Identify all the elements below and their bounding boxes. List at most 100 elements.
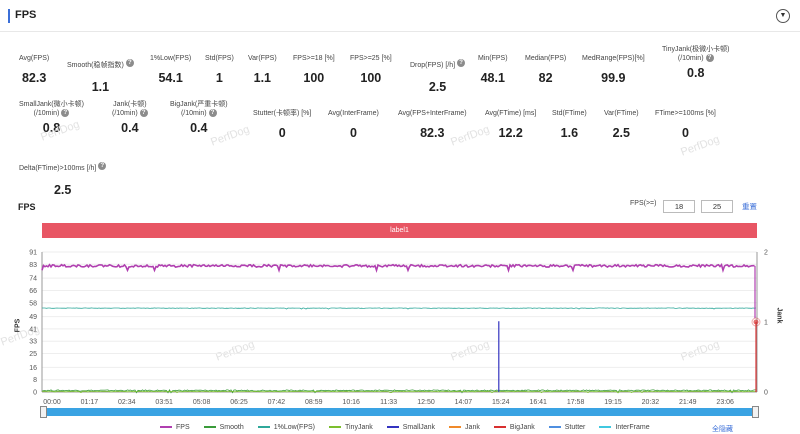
metric-10: MedRange(FPS)[%] 99.9 [582,54,645,85]
x-tick-label: 10:16 [342,399,360,406]
metric-value: 0.8 [42,121,61,135]
y2-tick-label: 1 [764,320,768,327]
hide-all-button[interactable]: 全隐藏 [712,426,733,433]
help-icon[interactable]: ? [98,161,107,170]
x-tick-label: 11:33 [380,399,397,406]
legend-swatch [449,426,462,429]
metric-5: FPS>=18 [%] 100 [293,54,335,85]
metric-2: 1%Low(FPS) 54.1 [150,54,191,85]
legend-label: InterFrame [615,424,650,431]
fps-filter-max-input[interactable]: 25 [701,200,733,213]
legend-swatch [386,426,399,429]
metric-label: TinyJank(极微小卡顿) [662,46,730,53]
y-tick-label: 0 [33,390,37,397]
metric-label: Smooth(稳帧指数) [67,62,124,69]
x-tick-label: 03:51 [155,399,173,406]
metric-1: Jank(卡顿) (/10min)? 0.4 [112,100,148,135]
legend-label: 1%Low(FPS) [273,424,315,431]
reset-button[interactable]: 重置 [742,202,757,211]
help-icon[interactable]: ? [705,54,714,63]
x-tick-label: 19:15 [604,399,622,406]
series-smooth-line [41,389,756,394]
legend-item[interactable]: TinyJank [328,424,373,431]
metric-label: Drop(FPS) [/h] [410,62,456,69]
metric-value: 0 [278,126,286,140]
help-icon[interactable]: ? [457,58,466,67]
metric-label: FPS>=18 [%] [293,55,335,62]
y-tick-label: 83 [29,262,37,269]
metric-11: TinyJank(极微小卡顿) (/10min)? 0.8 [662,45,729,80]
fps-chart[interactable]: 0 8 16 25 33 41 49 58 66 74 83 91 0 1 2 00:00 01:17 02:34… [0,240,800,408]
legend-item[interactable]: Smooth [203,424,244,431]
slider-right-handle[interactable] [752,406,759,418]
x-tick-label: 01:17 [81,399,99,406]
label-band[interactable]: label1 [42,223,757,238]
metric-label: Median(FPS) [525,55,567,62]
legend-swatch [160,426,172,429]
series-tinyjank-line [41,390,757,394]
help-icon[interactable]: ? [125,58,134,67]
legend-item[interactable]: BigJank [493,424,535,431]
y2-tick-label: 0 [764,390,768,397]
metric-value: 82.3 [420,126,445,140]
metric-label: Avg(FPS+InterFrame) [398,110,467,117]
legend-label: SmallJank [402,424,436,431]
metric-7: Drop(FPS) [/h]? 2.5 [410,54,466,94]
metric-label: Avg(FPS) [19,55,50,62]
legend-item[interactable]: Stutter [548,424,585,431]
metric-0: Avg(FPS) 82.3 [19,54,49,85]
metric-label: FPS>=25 [%] [350,55,392,62]
metric-label: Std(FTime) [552,110,587,117]
legend-label: FPS [176,424,190,431]
y-tick-label: 91 [29,250,37,257]
metric-value: 2.5 [612,126,630,140]
help-icon[interactable]: ? [61,109,70,118]
help-icon[interactable]: ? [208,109,217,118]
legend-label: BigJank [509,424,535,431]
metric-label: Var(FTime) [604,110,639,117]
legend-item[interactable]: FPS [160,424,190,431]
metric-1: Smooth(稳帧指数)? 1.1 [67,54,134,94]
metric-label: SmallJank(微小卡顿) [19,101,84,108]
x-tick-label: 08:59 [305,399,323,406]
metric-label-sub: (/10min) [180,110,207,117]
metric-7: Std(FTime) 1.6 [552,109,587,140]
help-icon[interactable]: ? [139,109,148,118]
section-header: FPS ▼ [0,0,800,32]
legend-item[interactable]: InterFrame [599,424,650,431]
chevron-down-icon[interactable]: ▼ [776,9,790,23]
legend-swatch [599,426,612,429]
legend-swatch [328,426,341,429]
legend-label: TinyJank [344,424,373,431]
y-tick-label: 74 [29,276,37,283]
metric-value: 2.5 [428,80,447,94]
y-tick-label: 25 [29,351,37,358]
metric-label: MedRange(FPS)[%] [582,55,645,62]
legend-swatch [548,426,561,429]
x-tick-label: 14:07 [455,399,473,406]
metric-label: Stutter(卡顿率) [%] [253,110,312,117]
legend-item[interactable]: SmallJank [386,424,436,431]
slider-left-handle[interactable] [40,406,47,418]
metric-label: Delta(FTime)>100ms [/h] [19,165,97,172]
metric-8: Min(FPS) 48.1 [478,54,508,85]
metric-label: Jank(卡顿) [113,101,147,108]
fps-filter-min-input[interactable]: 18 [663,200,695,213]
x-tick-label: 21:49 [679,399,697,406]
x-tick-label: 00:00 [43,399,61,406]
legend-item[interactable]: Jank [449,424,480,431]
y-tick-label: 58 [29,300,37,307]
metric-3: Stutter(卡顿率) [%] 0 [253,109,311,140]
metric-value: 0.8 [687,66,705,80]
metric-value: 1.6 [560,126,579,140]
metric-value: 0.4 [121,121,139,135]
metric-value: 82 [538,71,553,85]
chart-title: FPS [18,202,36,212]
metric-label: 1%Low(FPS) [150,55,192,62]
metric-value: 1.1 [91,80,110,94]
metric-0: Delta(FTime)>100ms [/h]? 2.5 [19,157,107,197]
metric-value: 2.5 [53,183,72,197]
legend-item[interactable]: 1%Low(FPS) [257,424,315,431]
time-range-slider[interactable] [40,406,759,418]
x-tick-label: 02:34 [118,399,136,406]
